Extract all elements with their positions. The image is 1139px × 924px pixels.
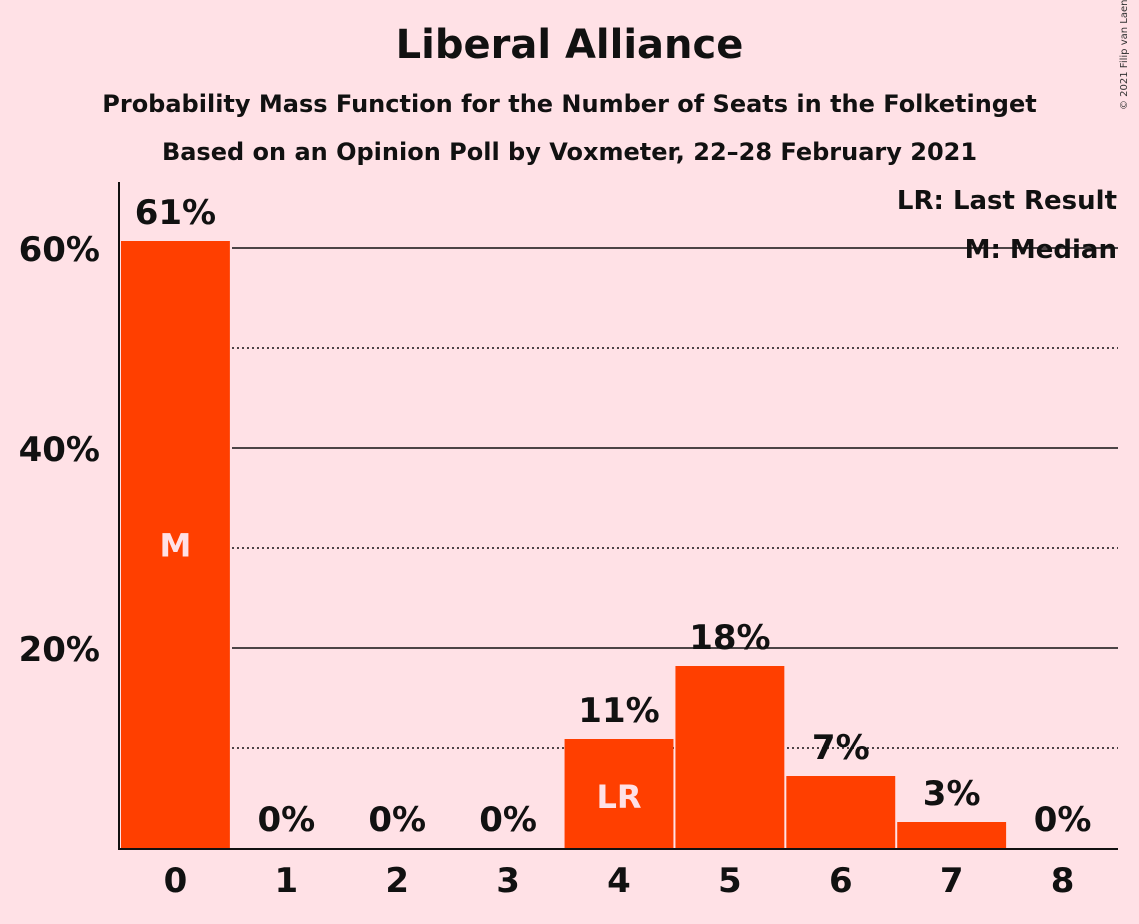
last-result-marker: LR xyxy=(596,778,641,816)
bar-0 xyxy=(121,241,230,848)
x-tick-label: 4 xyxy=(607,861,631,901)
gridlines xyxy=(232,247,1118,749)
chart-source-note: Based on an Opinion Poll by Voxmeter, 22… xyxy=(161,138,978,166)
data-label: 7% xyxy=(812,728,870,768)
median-marker: M xyxy=(160,527,192,565)
chart-title: Liberal Alliance xyxy=(395,22,744,68)
data-label: 61% xyxy=(135,193,216,233)
x-tick-label: 3 xyxy=(496,861,520,901)
data-label: 0% xyxy=(368,800,426,840)
x-tick-label: 1 xyxy=(274,861,298,901)
data-labels: 61% M 0% 0% 0% 11% LR 18% 7% 3% 0% xyxy=(135,193,1092,840)
bar-7 xyxy=(897,822,1007,848)
bar-4 xyxy=(564,739,674,848)
y-tick-label: 20% xyxy=(19,630,100,670)
data-label: 11% xyxy=(578,691,659,731)
x-tick-label: 8 xyxy=(1051,861,1075,901)
x-tick-label: 5 xyxy=(718,861,742,901)
x-tick-label: 0 xyxy=(164,861,188,901)
legend-median: M: Median xyxy=(965,235,1117,265)
bar-5 xyxy=(675,666,785,848)
bar-6 xyxy=(786,776,896,848)
chart-subtitle: Probability Mass Function for the Number… xyxy=(102,90,1037,118)
legend-last-result: LR: Last Result xyxy=(897,186,1117,216)
y-tick-label: 40% xyxy=(19,430,100,470)
y-tick-label: 60% xyxy=(19,230,100,270)
data-label: 3% xyxy=(923,774,981,814)
data-label: 0% xyxy=(479,800,537,840)
data-label: 18% xyxy=(689,618,770,658)
axes: 20% 40% 60% 0 1 2 3 4 5 6 7 8 xyxy=(19,182,1118,901)
x-tick-label: 2 xyxy=(385,861,409,901)
x-tick-label: 6 xyxy=(829,861,853,901)
data-label: 0% xyxy=(1034,800,1092,840)
bars xyxy=(121,241,1007,848)
x-tick-label: 7 xyxy=(940,861,964,901)
data-label: 0% xyxy=(257,800,315,840)
